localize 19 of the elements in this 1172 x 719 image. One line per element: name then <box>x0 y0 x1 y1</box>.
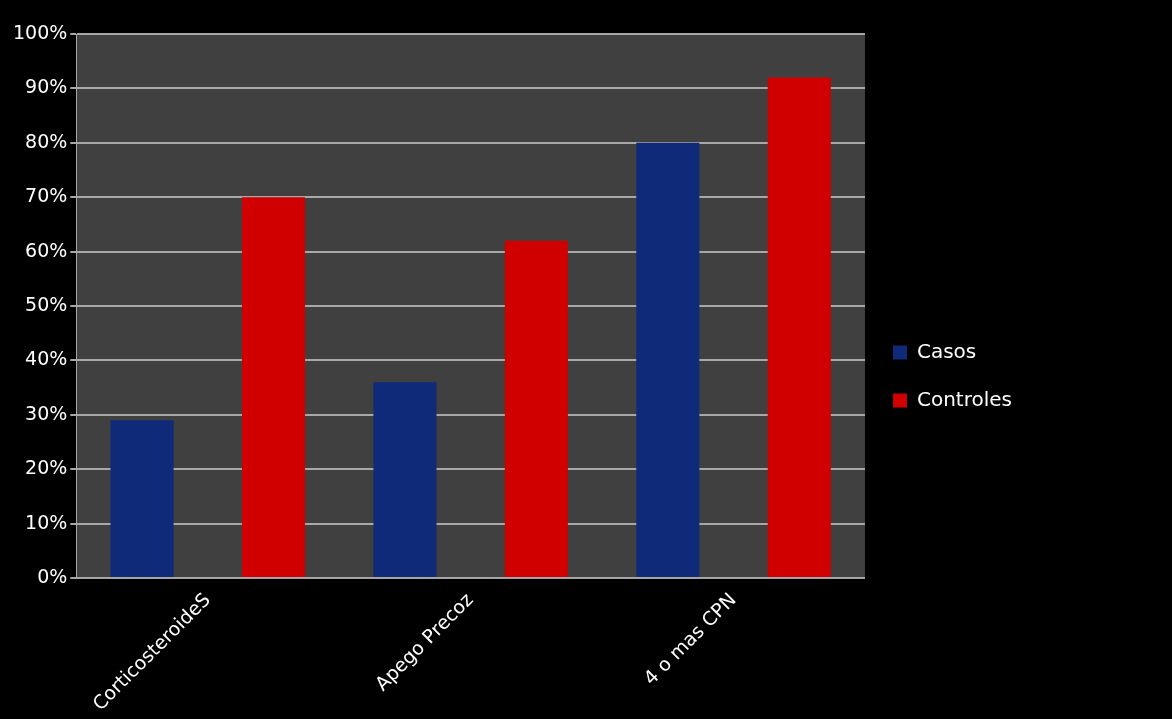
bar <box>373 382 437 578</box>
bar <box>241 197 306 578</box>
bar <box>636 142 700 578</box>
y-tick-label: 100% <box>12 20 68 43</box>
bar <box>110 420 174 578</box>
y-tick-label: 50% <box>25 292 68 315</box>
bar <box>504 240 568 578</box>
legend-label: Casos <box>916 338 977 363</box>
y-tick-label: 0% <box>37 565 68 588</box>
y-tick-label: 40% <box>25 347 68 370</box>
legend-label: Controles <box>916 386 1013 411</box>
y-tick-label: 10% <box>25 510 68 533</box>
y-tick-label: 70% <box>25 184 68 207</box>
y-tick-label: 60% <box>25 238 68 261</box>
y-tick-label: 90% <box>25 75 68 98</box>
y-tick-label: 20% <box>25 456 68 479</box>
y-tick-label: 80% <box>25 129 68 152</box>
y-tick-label: 30% <box>25 401 68 424</box>
bar <box>767 77 831 578</box>
